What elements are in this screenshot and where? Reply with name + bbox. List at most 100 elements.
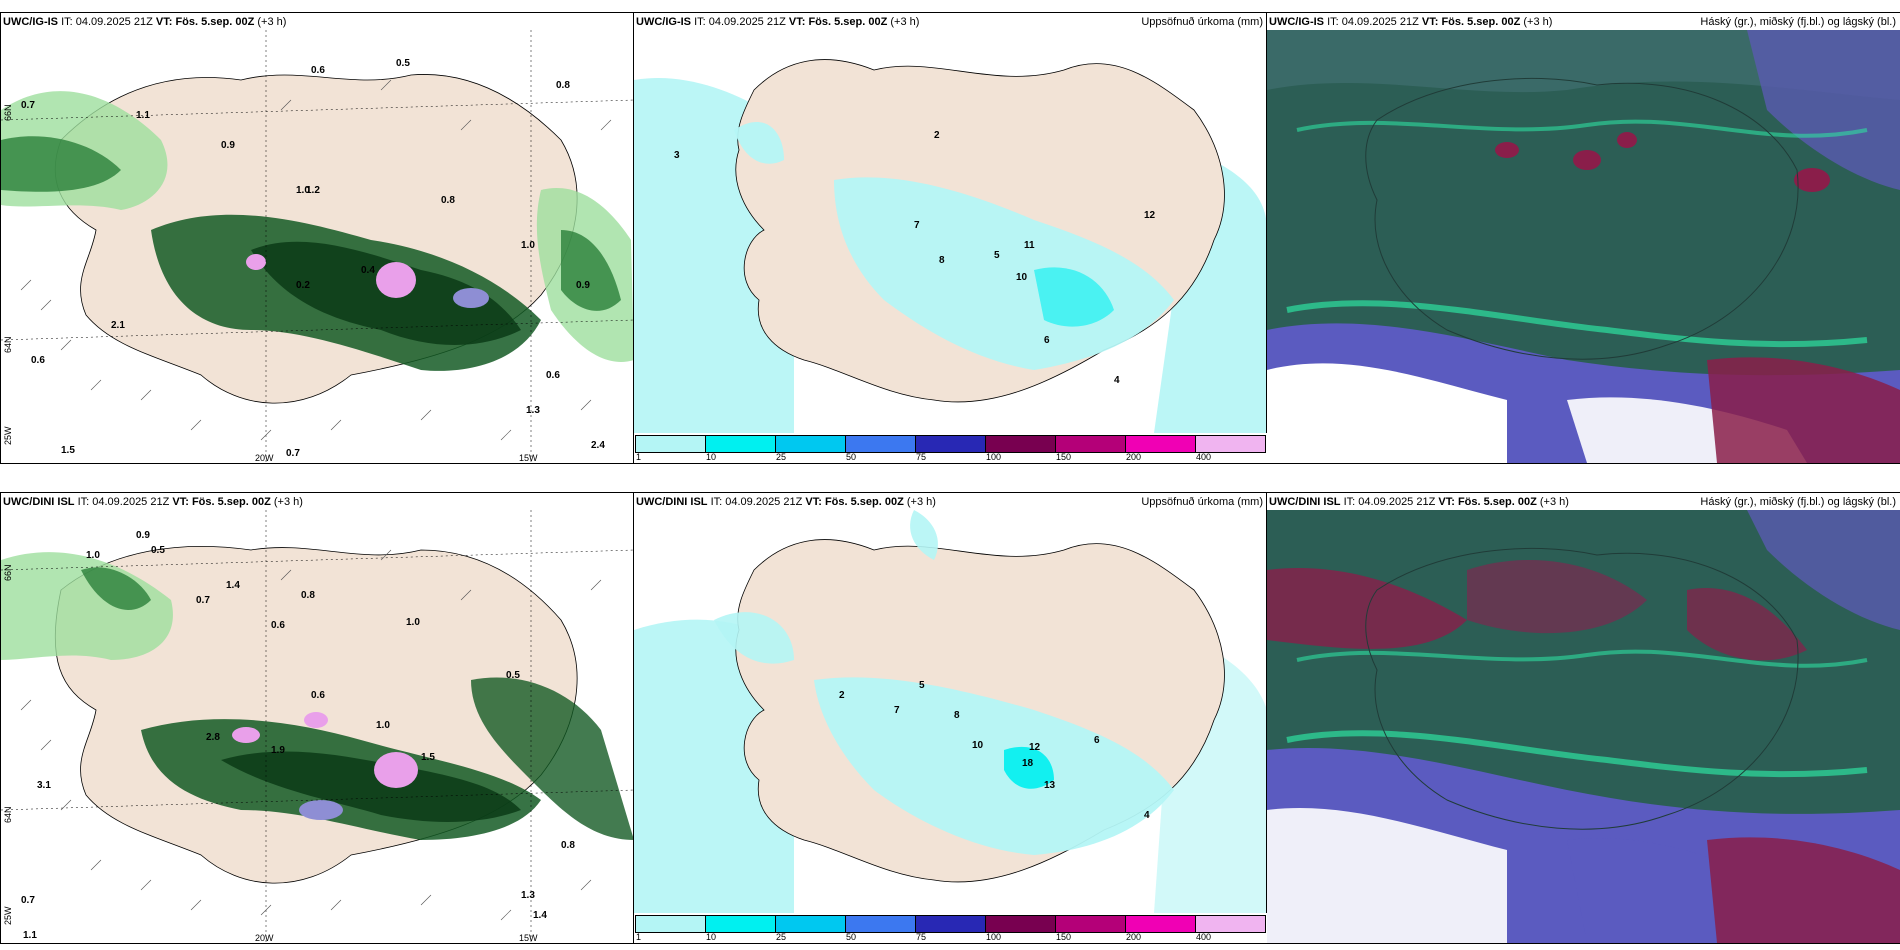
lon-label: 15W: [519, 453, 538, 463]
precip-legend: 1 10 25 50 75 100 150 200 400: [634, 433, 1267, 463]
precip-value: 0.6: [31, 355, 45, 366]
panel-clouds-dini: UWC/DINI ISL IT: 04.09.2025 21Z VT: Fös.…: [1266, 492, 1900, 944]
panel-title: UWC/DINI ISL IT: 04.09.2025 21Z VT: Fös.…: [636, 496, 936, 508]
precip-value: 1.3: [521, 890, 535, 901]
precip-value: 3.1: [37, 780, 51, 791]
legend-tick: 1: [636, 932, 642, 942]
accum-value: 2: [934, 130, 940, 141]
precip-value: 1.0: [406, 617, 420, 628]
precip-value: 0.8: [441, 195, 455, 206]
lat-label: 66N: [3, 564, 13, 581]
precip-value: 1.1: [136, 110, 150, 121]
legend-tick: 100: [986, 452, 1002, 462]
precip-value: 0.9: [221, 140, 235, 151]
precip-value: 0.6: [271, 620, 285, 631]
panel-subtitle: Háský (gr.), miðský (fj.bl.) og lágský (…: [1700, 16, 1896, 28]
panel-title: UWC/DINI ISL IT: 04.09.2025 21Z VT: Fös.…: [3, 496, 303, 508]
precip-value: 0.6: [311, 690, 325, 701]
legend-swatch: [1126, 436, 1196, 452]
precip-value: 1.5: [61, 445, 75, 456]
legend-tick: 10: [706, 932, 717, 942]
legend-bar: [635, 435, 1266, 453]
legend-tick: 200: [1126, 452, 1142, 462]
precip-value: 0.5: [151, 545, 165, 556]
accum-value: 12: [1144, 210, 1156, 221]
legend-swatch: [916, 916, 986, 932]
panel-accum-precip-igis: UWC/IG-IS IT: 04.09.2025 21Z VT: Fös. 5.…: [633, 12, 1268, 464]
panel-clouds-igis: UWC/IG-IS IT: 04.09.2025 21Z VT: Fös. 5.…: [1266, 12, 1900, 464]
lat-label: 64N: [3, 806, 13, 823]
legend-swatch: [706, 436, 776, 452]
precip-value: 0.8: [301, 590, 315, 601]
legend-swatch: [776, 436, 846, 452]
legend-tick: 75: [916, 932, 927, 942]
legend-swatch: [636, 436, 706, 452]
accum-value: 5: [919, 680, 925, 691]
legend-tick: 50: [846, 932, 857, 942]
precip-value: 0.2: [296, 280, 310, 291]
legend-swatch: [1056, 916, 1126, 932]
legend-tick: 1: [636, 452, 642, 462]
legend-bar: [635, 915, 1266, 933]
legend-tick: 100: [986, 932, 1002, 942]
accum-value: 18: [1022, 758, 1034, 769]
precip-value: 0.8: [561, 840, 575, 851]
lon-label: 25W: [3, 906, 13, 925]
accum-value: 7: [894, 705, 900, 716]
accum-value: 12: [1029, 742, 1041, 753]
precip-value: 0.7: [286, 448, 300, 459]
legend-swatch: [986, 916, 1056, 932]
legend-tick: 25: [776, 452, 787, 462]
precip-value: 0.8: [556, 80, 570, 91]
precip-value: 0.5: [506, 670, 520, 681]
panel-title: UWC/IG-IS IT: 04.09.2025 21Z VT: Fös. 5.…: [1269, 16, 1553, 28]
lon-label: 15W: [519, 933, 538, 943]
precip-value: 1.5: [421, 752, 435, 763]
legend-swatch: [1056, 436, 1126, 452]
legend-ticks: 1 10 25 50 75 100 150 200 400: [634, 452, 1267, 463]
legend-swatch: [776, 916, 846, 932]
legend-tick: 200: [1126, 932, 1142, 942]
map-precip-wind: 0.7 0.6 0.5 0.8 1.1 1.0 0.9 0.8 1.2 1.0 …: [1, 30, 634, 463]
precip-value: 1.4: [533, 910, 547, 921]
legend-tick: 150: [1056, 452, 1072, 462]
lat-label: 66N: [3, 104, 13, 121]
precip-value: 1.0: [86, 550, 100, 561]
precip-value: 0.9: [576, 280, 590, 291]
map-clouds: [1267, 30, 1900, 463]
legend-ticks: 1 10 25 50 75 100 150 200 400: [634, 932, 1267, 943]
legend-tick: 10: [706, 452, 717, 462]
map-accum-precip: 2 5 7 8 10 12 18 13 6 4: [634, 510, 1267, 913]
accum-value: 4: [1144, 810, 1150, 821]
accum-value: 6: [1094, 735, 1100, 746]
precip-value: 0.5: [396, 58, 410, 69]
accum-value: 4: [1114, 375, 1120, 386]
precip-value: 0.6: [311, 65, 325, 76]
precip-value: 1.9: [271, 745, 285, 756]
precip-value: 2.1: [111, 320, 125, 331]
legend-swatch: [916, 436, 986, 452]
precip-value: 2.4: [591, 440, 605, 451]
precip-value: 1.0: [376, 720, 390, 731]
panel-title: UWC/IG-IS IT: 04.09.2025 21Z VT: Fös. 5.…: [636, 16, 920, 28]
legend-swatch: [986, 436, 1056, 452]
legend-swatch: [846, 436, 916, 452]
legend-tick: 400: [1196, 452, 1212, 462]
accum-value: 2: [839, 690, 845, 701]
legend-swatch: [1126, 916, 1196, 932]
accum-value: 8: [954, 710, 960, 721]
legend-swatch: [636, 916, 706, 932]
precip-value: 1.0: [296, 185, 310, 196]
precip-value: 0.7: [196, 595, 210, 606]
accum-value: 5: [994, 250, 1000, 261]
lon-label: 25W: [3, 426, 13, 445]
precip-value: 1.0: [521, 240, 535, 251]
panel-title: UWC/IG-IS IT: 04.09.2025 21Z VT: Fös. 5.…: [3, 16, 287, 28]
precip-legend: 1 10 25 50 75 100 150 200 400: [634, 913, 1267, 943]
map-clouds: [1267, 510, 1900, 943]
precip-value: 0.4: [361, 265, 375, 276]
accum-value: 6: [1044, 335, 1050, 346]
legend-swatch: [1196, 916, 1265, 932]
precip-value: 1.4: [226, 580, 240, 591]
accum-value: 3: [674, 150, 680, 161]
